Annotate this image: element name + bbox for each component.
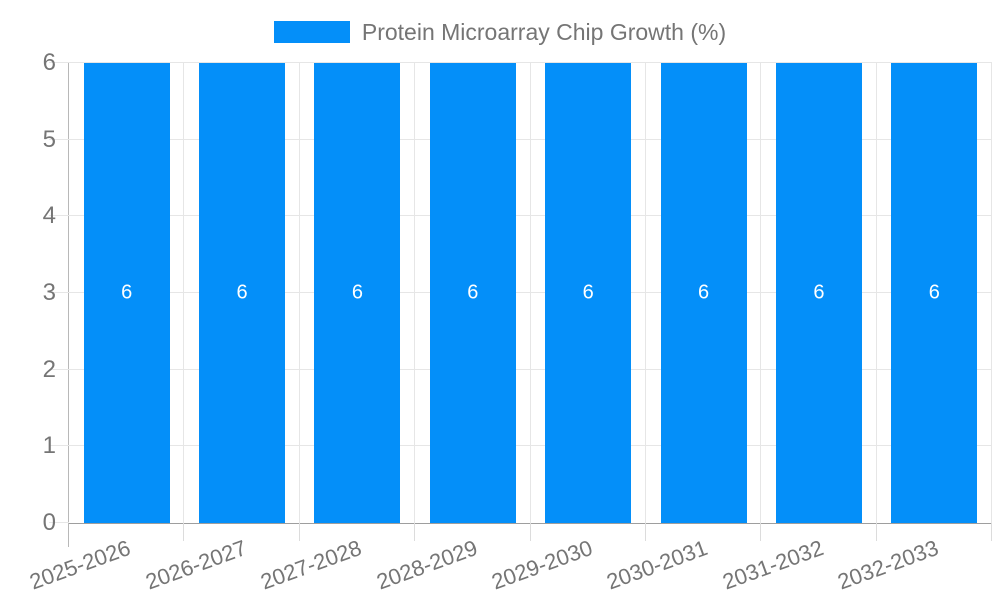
y-axis-label: 4 [42, 202, 56, 230]
x-axis-tick [299, 523, 300, 541]
h-gridline [49, 138, 992, 140]
y-axis-label: 0 [42, 509, 56, 536]
bar-value-label: 6 [351, 281, 363, 304]
bar: 6 [429, 63, 516, 523]
x-axis-label: 2027-2028 [257, 535, 365, 595]
x-axis-tick [876, 523, 877, 541]
x-axis-tick [760, 523, 761, 541]
legend-swatch [273, 21, 350, 43]
h-gridline [49, 215, 992, 217]
h-gridline [49, 445, 992, 447]
x-axis-label: 2030-2031 [603, 535, 712, 595]
bar-value-label: 6 [928, 281, 940, 304]
x-axis-tick [645, 523, 646, 541]
h-gridline [49, 62, 992, 63]
bar-value-label: 6 [121, 281, 133, 304]
x-axis-label: 2026-2027 [142, 535, 250, 595]
bar-value-label: 6 [698, 281, 710, 304]
v-gridline [760, 63, 761, 523]
y-axis-label: 2 [42, 355, 56, 383]
y-axis-label: 6 [42, 49, 56, 76]
v-gridline [299, 63, 300, 523]
x-axis-tick [183, 523, 184, 541]
legend-item[interactable]: Protein Microarray Chip Growth (%) [273, 18, 727, 46]
bar: 6 [891, 63, 978, 523]
h-gridline [49, 368, 992, 370]
v-gridline [645, 63, 646, 523]
legend-label: Protein Microarray Chip Growth (%) [361, 18, 727, 45]
v-gridline [530, 63, 531, 523]
bar: 6 [545, 63, 632, 523]
y-axis-extension [68, 523, 69, 547]
bar: 6 [775, 63, 862, 523]
bar: 6 [660, 63, 747, 523]
bar: 6 [314, 63, 401, 523]
bar-value-label: 6 [582, 281, 594, 304]
x-axis-tick [991, 523, 992, 541]
y-axis-label: 3 [42, 279, 56, 306]
bar-value-label: 6 [236, 281, 248, 304]
h-gridline [49, 292, 992, 293]
x-axis-tick [530, 523, 531, 541]
bar: 6 [199, 63, 286, 523]
bar-value-label: 6 [813, 281, 825, 304]
bar: 6 [83, 63, 170, 523]
v-gridline [991, 63, 992, 523]
y-axis-label: 1 [42, 432, 56, 460]
bar-value-label: 6 [467, 281, 479, 304]
v-gridline [183, 63, 184, 523]
x-axis-label: 2028-2029 [372, 535, 481, 595]
legend: Protein Microarray Chip Growth (%) [0, 18, 1000, 46]
h-gridline-stub [49, 522, 69, 523]
x-axis-tick [414, 523, 415, 541]
v-gridline [876, 63, 877, 523]
x-axis-label: 2032-2033 [834, 535, 942, 595]
v-gridline [414, 63, 415, 523]
x-axis-label: 2031-2032 [719, 535, 827, 595]
x-axis-label: 2025-2026 [26, 535, 135, 595]
x-axis-label: 2029-2030 [488, 535, 596, 595]
y-axis-label: 5 [42, 125, 56, 153]
plot-area: 6 6 6 6 6 6 6 6 [49, 62, 992, 547]
